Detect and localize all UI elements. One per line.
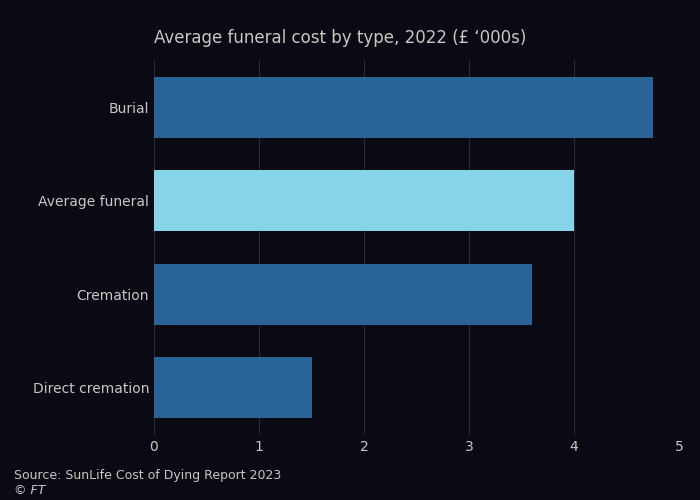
Text: Source: SunLife Cost of Dying Report 2023: Source: SunLife Cost of Dying Report 202… [14, 470, 281, 482]
Bar [154, 357, 312, 418]
Bar [154, 170, 574, 231]
Bar [154, 77, 652, 138]
Text: Average funeral cost by type, 2022 (£ ‘000s): Average funeral cost by type, 2022 (£ ‘0… [154, 30, 526, 48]
Text: © FT: © FT [14, 484, 46, 498]
Bar [154, 264, 532, 324]
